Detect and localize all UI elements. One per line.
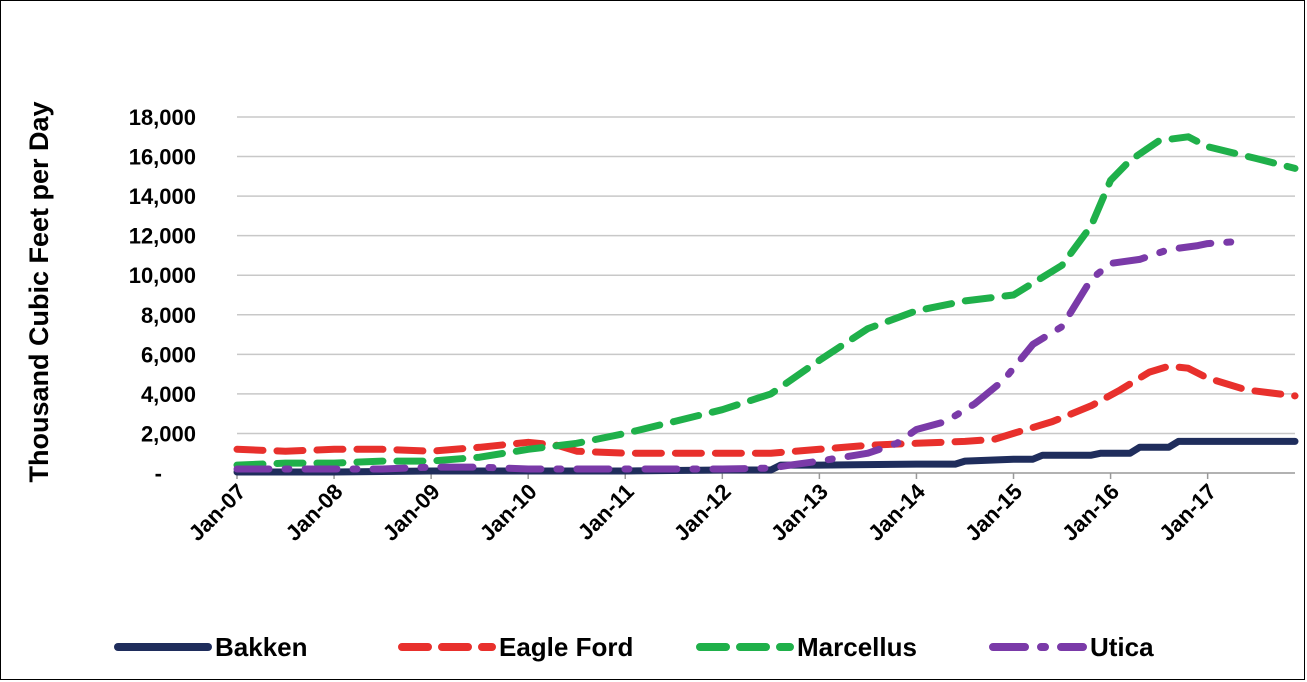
x-tick-label: Jan-09 — [378, 479, 445, 546]
x-tick-label: Jan-14 — [863, 478, 931, 546]
series-line-utica — [233, 238, 1241, 473]
x-tick-label: Jan-10 — [475, 479, 542, 546]
x-tick-label: Jan-16 — [1057, 479, 1124, 546]
series-lines — [233, 133, 1299, 476]
x-tick-label: Jan-08 — [281, 479, 348, 546]
series-line-marcellus — [233, 133, 1299, 469]
y-tick-labels: - 2,000 4,000 6,000 8,000 10,000 12,000 14,000 1… — [129, 105, 196, 486]
x-tick-label: Jan-15 — [960, 479, 1027, 546]
y-tick-label: 18,000 — [129, 105, 196, 130]
y-tick-label: 16,000 — [129, 145, 196, 170]
series-line-eagle-ford — [233, 362, 1299, 457]
x-axis: Jan-07 Jan-08 Jan-09 Jan-10 Jan-11 Jan-12 Jan-… — [184, 472, 1295, 546]
y-tick-label: 14,000 — [129, 184, 196, 209]
x-tick-label: Jan-13 — [766, 479, 833, 546]
y-tick-label: 10,000 — [129, 263, 196, 288]
y-tick-label: 2,000 — [141, 421, 196, 446]
y-tick-label: 12,000 — [129, 224, 196, 249]
legend-label: Bakken — [215, 632, 308, 662]
y-axis-label: Thousand Cubic Feet per Day — [24, 101, 54, 482]
x-tick-label: Jan-12 — [669, 479, 736, 546]
x-tick-label: Jan-17 — [1154, 479, 1221, 546]
x-tick-label: Jan-07 — [184, 479, 251, 546]
legend-label: Marcellus — [797, 632, 917, 662]
legend: Bakken Eagle Ford Marcellus Utica — [114, 632, 1154, 662]
legend-label: Utica — [1090, 632, 1154, 662]
legend-label: Eagle Ford — [499, 632, 633, 662]
x-tick-label: Jan-11 — [573, 479, 639, 545]
gridlines — [237, 116, 1295, 435]
y-tick-label: 4,000 — [141, 382, 196, 407]
y-tick-label: 6,000 — [141, 342, 196, 367]
y-tick-label: 8,000 — [141, 303, 196, 328]
y-tick-label: - — [155, 461, 162, 486]
